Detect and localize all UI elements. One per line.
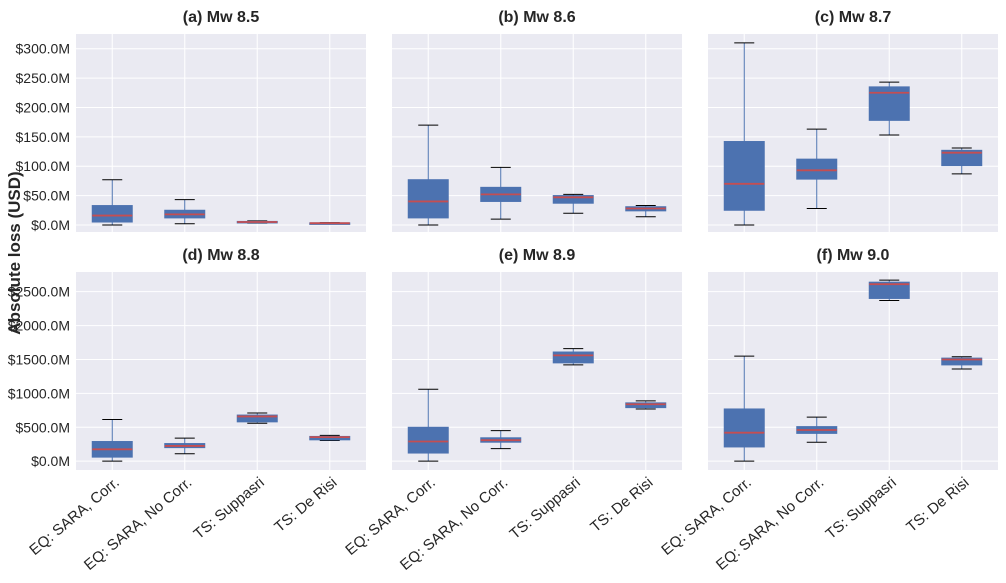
iqr-box <box>941 149 983 167</box>
y-tick-label: $1500.0M <box>8 351 70 367</box>
box-0 <box>723 42 765 226</box>
iqr-box <box>625 402 667 409</box>
y-tick-label: $2000.0M <box>8 318 70 334</box>
iqr-box <box>552 351 594 364</box>
y-tick-label: $100.0M <box>16 158 70 174</box>
plot-area <box>76 34 366 232</box>
iqr-box <box>941 357 983 366</box>
panel-title: (e) Mw 8.9 <box>499 247 576 264</box>
box-3 <box>625 400 667 410</box>
box-2 <box>552 193 594 214</box>
panel-title: (d) Mw 8.8 <box>182 247 259 264</box>
box-2 <box>552 348 594 366</box>
panel-title: (c) Mw 8.7 <box>815 9 892 26</box>
box-0 <box>91 418 133 462</box>
box-0 <box>723 355 765 462</box>
iqr-box <box>407 426 449 454</box>
x-tick-label: TS: Suppasri <box>506 474 583 543</box>
box-0 <box>91 179 133 226</box>
iqr-box <box>552 195 594 204</box>
panel-4: (e) Mw 8.9EQ: SARA, Corr.EQ: SARA, No Co… <box>342 247 682 574</box>
box-3 <box>941 147 983 175</box>
box-1 <box>164 437 206 455</box>
x-tick-label: TS: De Risi <box>271 474 340 536</box>
iqr-box <box>407 179 449 219</box>
box-2 <box>868 279 910 301</box>
box-1 <box>796 416 838 443</box>
box-3 <box>309 222 351 225</box>
panel-1: (b) Mw 8.6 <box>392 9 682 232</box>
box-3 <box>941 356 983 370</box>
panel-title: (a) Mw 8.5 <box>183 9 260 26</box>
iqr-box <box>796 158 838 180</box>
panel-0: (a) Mw 8.5 $0.0M $50.0M $100.0M $150.0M $200.… <box>16 9 366 233</box>
panel-title: (b) Mw 8.6 <box>498 9 575 26</box>
iqr-box <box>236 414 278 423</box>
box-2 <box>868 81 910 136</box>
y-tick-label: $50.0M <box>23 188 70 204</box>
y-tick-label: $2500.0M <box>8 284 70 300</box>
panel-3: (d) Mw 8.8 $0.0M $500.0M $1000.0M $1500.0M $2… <box>8 247 366 574</box>
y-tick-label: $300.0M <box>16 41 70 57</box>
box-2 <box>236 412 278 424</box>
box-0 <box>407 124 449 226</box>
x-tick-label: TS: De Risi <box>587 474 656 536</box>
y-tick-label: $0.0M <box>31 217 70 233</box>
y-tick-label: $200.0M <box>16 99 70 115</box>
box-0 <box>407 388 449 462</box>
box-3 <box>625 205 667 218</box>
box-1 <box>164 199 206 225</box>
x-tick-label: TS: Suppasri <box>822 474 899 543</box>
panel-title: (f) Mw 9.0 <box>817 247 890 264</box>
box-2 <box>236 220 278 224</box>
y-tick-label: $1000.0M <box>8 385 70 401</box>
iqr-box <box>723 408 765 448</box>
panel-2: (c) Mw 8.7 <box>708 9 998 232</box>
panels: (a) Mw 8.5 $0.0M $50.0M $100.0M $150.0M $200.… <box>8 9 998 574</box>
y-tick-label: $150.0M <box>16 129 70 145</box>
y-axis-label: Absolute loss (USD) <box>5 171 24 334</box>
iqr-box <box>91 205 133 223</box>
x-tick-label: TS: De Risi <box>903 474 972 536</box>
box-1 <box>796 128 838 209</box>
box-1 <box>480 166 522 220</box>
y-tick-label: $500.0M <box>16 419 70 435</box>
iqr-box <box>868 281 910 299</box>
box-1 <box>480 430 522 450</box>
panel-5: (f) Mw 9.0EQ: SARA, Corr.EQ: SARA, No Co… <box>658 247 998 574</box>
box-3 <box>309 434 351 442</box>
y-tick-label: $0.0M <box>31 453 70 469</box>
y-tick-label: $250.0M <box>16 70 70 86</box>
x-tick-label: TS: Suppasri <box>190 474 267 543</box>
iqr-box <box>723 141 765 211</box>
